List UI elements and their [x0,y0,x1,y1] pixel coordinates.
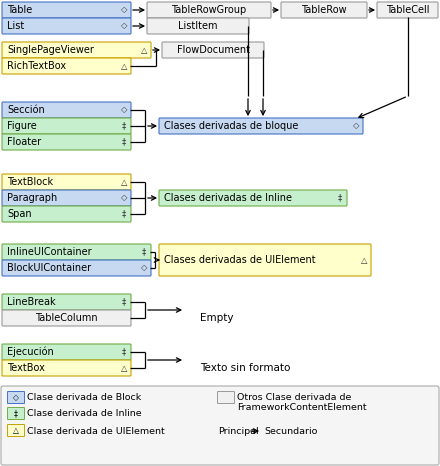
Text: Otros Clase derivada de: Otros Clase derivada de [237,393,352,403]
Text: Clases derivadas de Inline: Clases derivadas de Inline [164,193,292,203]
Text: ◇: ◇ [121,105,127,115]
Text: FrameworkContentElement: FrameworkContentElement [237,404,367,412]
Text: Table: Table [7,5,32,15]
FancyBboxPatch shape [7,391,25,404]
Text: Floater: Floater [7,137,41,147]
Text: ‡: ‡ [14,409,18,418]
Text: ListItem: ListItem [178,21,218,31]
Text: TableRow: TableRow [301,5,347,15]
Text: △: △ [361,255,367,265]
Text: TableCell: TableCell [386,5,429,15]
FancyBboxPatch shape [147,2,271,18]
Text: Clase derivada de Block: Clase derivada de Block [27,393,141,403]
Text: Secundario: Secundario [264,426,317,436]
FancyBboxPatch shape [7,407,25,419]
FancyBboxPatch shape [2,118,131,134]
FancyBboxPatch shape [2,174,131,190]
Text: TextBlock: TextBlock [7,177,53,187]
Text: ‡: ‡ [122,210,126,219]
Text: Clase derivada de UIElement: Clase derivada de UIElement [27,426,165,436]
FancyBboxPatch shape [2,42,151,58]
Text: ◇: ◇ [121,21,127,30]
FancyBboxPatch shape [159,118,363,134]
FancyBboxPatch shape [2,260,151,276]
FancyBboxPatch shape [2,244,151,260]
FancyBboxPatch shape [2,18,131,34]
FancyBboxPatch shape [2,134,131,150]
Text: △: △ [121,62,127,70]
Text: ‡: ‡ [142,247,146,256]
FancyBboxPatch shape [147,18,249,34]
FancyBboxPatch shape [2,310,131,326]
Text: TableColumn: TableColumn [35,313,98,323]
Text: TableRowGroup: TableRowGroup [171,5,247,15]
Text: ‡: ‡ [122,122,126,130]
FancyBboxPatch shape [281,2,367,18]
Text: Principal: Principal [218,426,259,436]
FancyBboxPatch shape [2,206,131,222]
Text: Clases derivadas de UIElement: Clases derivadas de UIElement [164,255,315,265]
Text: △: △ [13,426,19,435]
FancyBboxPatch shape [2,2,131,18]
Text: ◇: ◇ [141,263,147,273]
Text: Sección: Sección [7,105,45,115]
Text: LineBreak: LineBreak [7,297,55,307]
Text: ‡: ‡ [122,348,126,356]
Text: Figure: Figure [7,121,37,131]
Text: Empty: Empty [200,313,234,323]
Text: ‡: ‡ [122,297,126,307]
Text: TextBox: TextBox [7,363,45,373]
FancyBboxPatch shape [162,42,264,58]
Text: ‡: ‡ [338,193,342,203]
Text: BlockUIContainer: BlockUIContainer [7,263,91,273]
Text: Clase derivada de Inline: Clase derivada de Inline [27,410,142,418]
FancyBboxPatch shape [1,386,439,465]
Text: ‡: ‡ [122,137,126,146]
FancyBboxPatch shape [2,294,131,310]
FancyBboxPatch shape [159,190,347,206]
Text: List: List [7,21,24,31]
FancyBboxPatch shape [2,344,131,360]
Text: RichTextBox: RichTextBox [7,61,66,71]
Text: △: △ [121,178,127,186]
Text: ◇: ◇ [121,6,127,14]
Text: Ejecución: Ejecución [7,347,54,357]
Text: Clases derivadas de bloque: Clases derivadas de bloque [164,121,298,131]
FancyBboxPatch shape [217,391,235,404]
Text: ◇: ◇ [353,122,359,130]
Text: ◇: ◇ [13,393,19,402]
Text: ◇: ◇ [121,193,127,203]
Text: Texto sin formato: Texto sin formato [200,363,290,373]
FancyBboxPatch shape [377,2,438,18]
FancyBboxPatch shape [2,58,131,74]
Text: SinglePageViewer: SinglePageViewer [7,45,94,55]
Text: Paragraph: Paragraph [7,193,57,203]
FancyBboxPatch shape [7,425,25,437]
FancyBboxPatch shape [159,244,371,276]
FancyBboxPatch shape [2,360,131,376]
FancyBboxPatch shape [2,102,131,118]
Text: △: △ [141,46,147,55]
Text: FlowDocument: FlowDocument [176,45,249,55]
Text: InlineUIContainer: InlineUIContainer [7,247,92,257]
Text: Span: Span [7,209,32,219]
FancyBboxPatch shape [2,190,131,206]
Text: △: △ [121,363,127,372]
